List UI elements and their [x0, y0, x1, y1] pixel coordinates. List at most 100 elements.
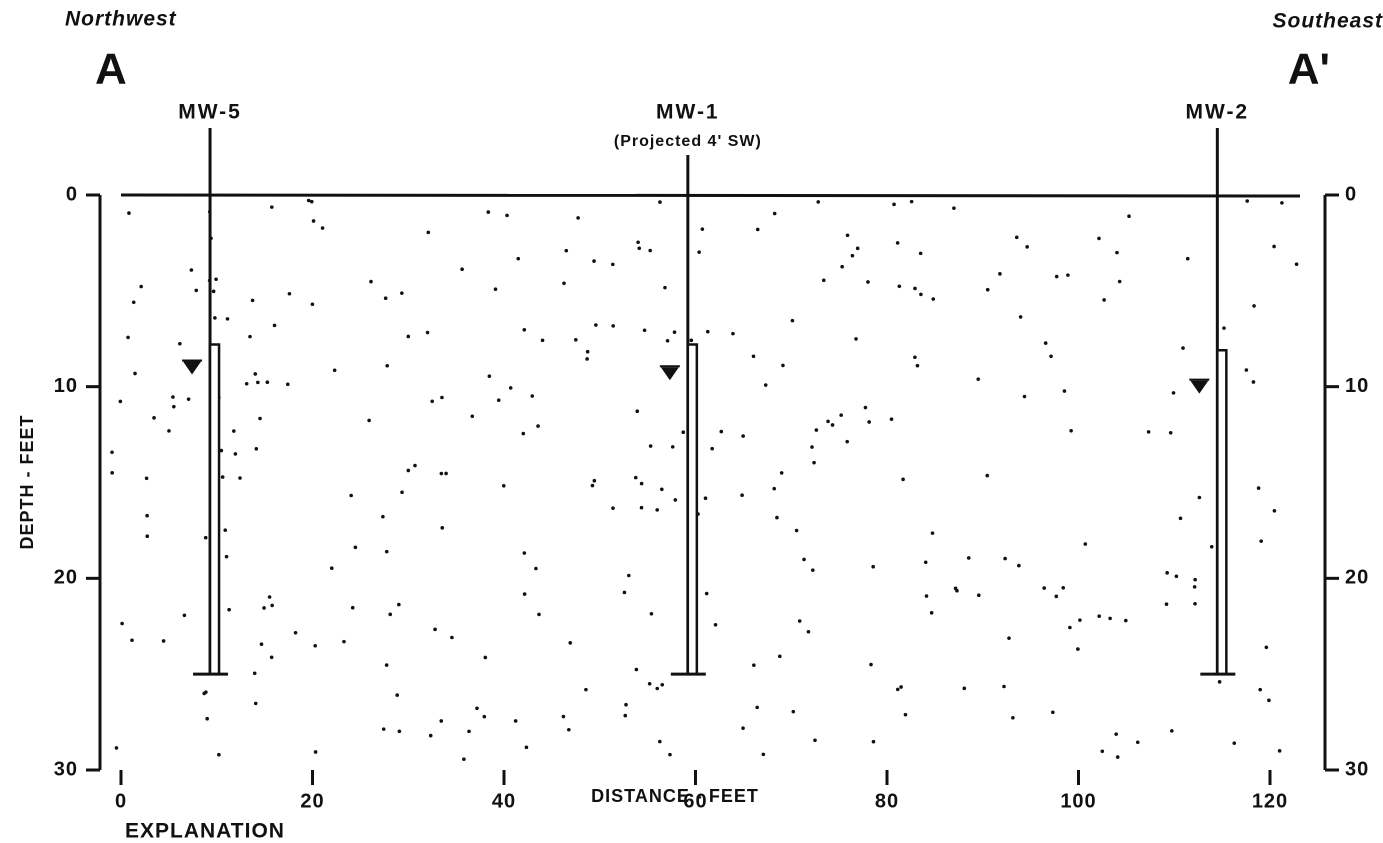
sand-dot	[1294, 262, 1299, 266]
sand-dot	[186, 397, 191, 401]
sand-dot	[256, 380, 260, 385]
sand-dot	[171, 395, 175, 399]
sand-dot	[367, 418, 371, 423]
sand-dot	[238, 476, 242, 480]
sand-dot	[1258, 687, 1262, 692]
sand-dot	[585, 357, 589, 361]
sand-dot	[899, 685, 903, 689]
sand-dot	[672, 330, 677, 334]
sand-dot	[639, 481, 644, 486]
sand-dot	[1272, 508, 1277, 513]
sand-dot	[1054, 594, 1059, 599]
sand-dot	[426, 230, 431, 235]
sand-dot	[388, 612, 393, 617]
water-level	[183, 361, 202, 375]
sand-dot	[810, 445, 814, 449]
sand-dot	[1192, 585, 1197, 589]
sand-dot	[781, 363, 785, 368]
sand-dot	[1232, 741, 1237, 745]
sand-dot	[496, 398, 501, 402]
sand-dot	[649, 611, 654, 616]
sand-dot	[540, 338, 545, 343]
sand-dot	[313, 643, 318, 648]
sand-dot	[1170, 729, 1174, 733]
sand-dot	[576, 216, 580, 220]
sand-dot	[976, 593, 981, 597]
sand-dot	[562, 281, 566, 286]
sand-dot	[741, 434, 745, 438]
sand-dot	[444, 471, 448, 476]
sand-dot	[668, 752, 672, 757]
sand-dot	[681, 430, 686, 435]
sand-dot	[332, 368, 337, 373]
sand-dot	[342, 639, 346, 644]
sand-dot	[755, 227, 760, 232]
sand-dot	[658, 739, 662, 744]
sand-dot	[622, 590, 627, 595]
sand-dot	[270, 205, 274, 209]
sand-dot	[1272, 244, 1276, 249]
sand-dot	[1252, 304, 1256, 308]
sand-dot	[486, 210, 491, 214]
sand-dot	[1078, 618, 1082, 622]
sand-dot	[1102, 298, 1106, 302]
sand-dot	[731, 331, 735, 336]
sand-dot	[211, 289, 216, 294]
sand-dot	[110, 471, 114, 475]
sand-dot	[755, 705, 759, 710]
sand-dot	[637, 246, 642, 251]
y-tick-label: 20	[54, 567, 78, 589]
sand-dot	[487, 374, 492, 379]
well-name: MW-5	[178, 101, 242, 124]
sand-dot	[1181, 346, 1185, 350]
sand-dot	[1097, 614, 1101, 618]
sand-dot	[840, 264, 844, 269]
sand-dot	[270, 603, 274, 608]
sand-dot	[763, 383, 768, 387]
sand-dot	[1165, 571, 1169, 575]
sand-dot	[306, 198, 311, 203]
sand-dot	[1043, 341, 1048, 345]
sand-dot	[998, 272, 1002, 276]
sand-dot	[167, 429, 171, 433]
sand-dot	[440, 395, 444, 400]
sand-dot	[248, 334, 252, 339]
sand-dot	[217, 752, 221, 757]
sand-dot	[1051, 710, 1055, 715]
sand-dot	[813, 738, 817, 743]
sand-dot	[493, 287, 498, 292]
sand-dot	[133, 371, 137, 376]
sand-dot	[1251, 380, 1256, 384]
sand-dot	[220, 475, 225, 479]
well-screen	[208, 343, 221, 676]
water-level	[660, 367, 679, 381]
sand-dot	[665, 338, 670, 343]
sand-dot	[522, 592, 527, 596]
sand-dot	[634, 667, 639, 672]
sand-dot	[285, 382, 290, 387]
sand-dot	[227, 607, 231, 612]
sand-dot	[931, 297, 936, 301]
sand-dot	[110, 450, 114, 455]
sand-dot	[1135, 740, 1140, 745]
y-axis-label: DEPTH - FEET	[17, 414, 37, 549]
sand-dot	[909, 199, 914, 204]
sand-dot	[1002, 684, 1006, 689]
sand-dot	[1164, 602, 1169, 607]
sand-dot	[584, 687, 588, 692]
sand-dot	[433, 627, 437, 632]
y-tick-label: 0	[66, 183, 78, 205]
sand-dot	[985, 473, 990, 478]
x-tick-label: 100	[1060, 790, 1096, 812]
sand-dot	[952, 206, 956, 210]
sand-dot	[953, 586, 958, 591]
sand-dot	[1174, 574, 1179, 579]
y2-tick-label: 10	[1345, 375, 1369, 397]
sand-dot	[223, 528, 228, 532]
sand-dot	[673, 498, 678, 502]
sand-dot	[689, 338, 694, 343]
sand-dot	[522, 551, 527, 555]
x-tick-label: 120	[1252, 790, 1288, 812]
sand-dot	[624, 702, 628, 707]
sand-dot	[647, 681, 652, 686]
